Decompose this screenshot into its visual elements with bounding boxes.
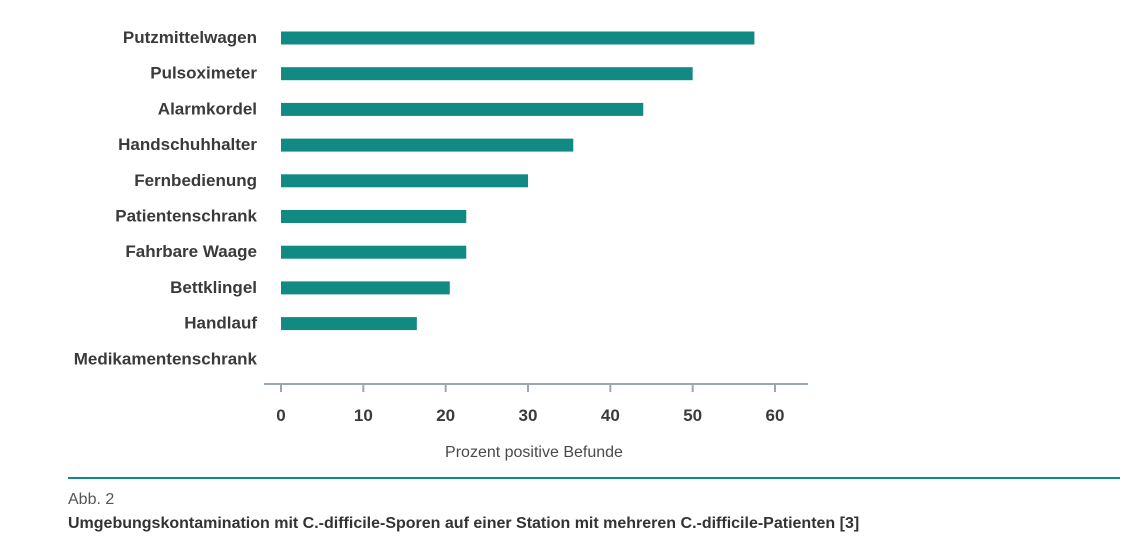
x-tick-label: 20 <box>436 406 455 425</box>
x-tick-label: 30 <box>519 406 538 425</box>
bar-chart: Putzmittelwagen Pulsoximeter Alarmkordel Ha… <box>74 28 808 461</box>
category-label: Alarmkordel <box>158 99 257 118</box>
bars-layer <box>281 31 755 331</box>
caption-divider <box>68 477 1120 479</box>
bar <box>281 138 574 152</box>
x-tick-label: 60 <box>766 406 785 425</box>
bar <box>281 245 467 259</box>
bar <box>281 281 450 295</box>
category-label: Patientenschrank <box>115 207 257 226</box>
bar <box>281 102 644 116</box>
category-label: Putzmittelwagen <box>123 28 257 47</box>
bar <box>281 317 417 331</box>
bar <box>281 174 528 188</box>
figure-number: Abb. 2 <box>68 491 115 508</box>
category-label: Fernbedienung <box>134 171 257 190</box>
bar <box>281 31 755 45</box>
x-axis-ticks: 0 10 20 30 40 50 60 <box>276 384 784 425</box>
x-axis-title: Prozent positive Befunde <box>445 444 623 461</box>
category-label: Pulsoximeter <box>150 64 257 83</box>
x-tick-label: 40 <box>601 406 620 425</box>
category-label: Bettklingel <box>170 278 257 297</box>
category-label: Medikamentenschrank <box>74 349 258 368</box>
x-tick-label: 10 <box>354 406 373 425</box>
x-tick-label: 0 <box>276 406 285 425</box>
category-label: Handschuhhalter <box>118 135 257 154</box>
category-label: Fahrbare Waage <box>125 242 257 261</box>
bar <box>281 210 467 223</box>
bar <box>281 67 693 81</box>
category-label: Handlauf <box>184 314 257 333</box>
x-tick-label: 50 <box>683 406 702 425</box>
category-labels: Putzmittelwagen Pulsoximeter Alarmkordel Ha… <box>74 28 258 368</box>
figure-caption: Umgebungskontamination mit C.-difficile-… <box>68 515 860 532</box>
